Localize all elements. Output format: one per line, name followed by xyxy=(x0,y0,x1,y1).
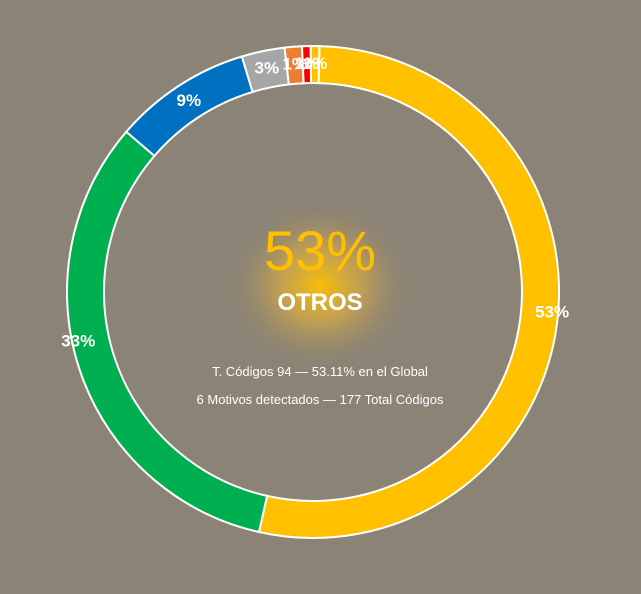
center-line-2: 6 Motivos detectados — 177 Total Códigos xyxy=(197,392,444,407)
slice-label-1: 53% xyxy=(535,302,569,321)
slice-label-5: 1% xyxy=(282,55,307,74)
center-title: OTROS xyxy=(277,289,362,316)
slice-label-7: 1% xyxy=(303,54,328,73)
slices-group xyxy=(66,45,560,539)
center-glow xyxy=(225,200,415,370)
slice-label-3: 9% xyxy=(177,91,202,110)
center-line-1: T. Códigos 94 — 53.11% en el Global xyxy=(212,364,428,379)
donut-slice-2[interactable] xyxy=(66,130,269,534)
slice-label-4: 3% xyxy=(254,59,279,78)
donut-slice-7[interactable] xyxy=(309,45,321,85)
center-percent: 53% xyxy=(264,219,376,282)
donut-slice-1[interactable] xyxy=(257,45,560,539)
slice-labels-group: 53%33%9%3% 1%1%1% xyxy=(61,54,569,350)
slice-label-2: 33% xyxy=(61,331,95,350)
slice-label-6: 1% xyxy=(295,54,320,73)
